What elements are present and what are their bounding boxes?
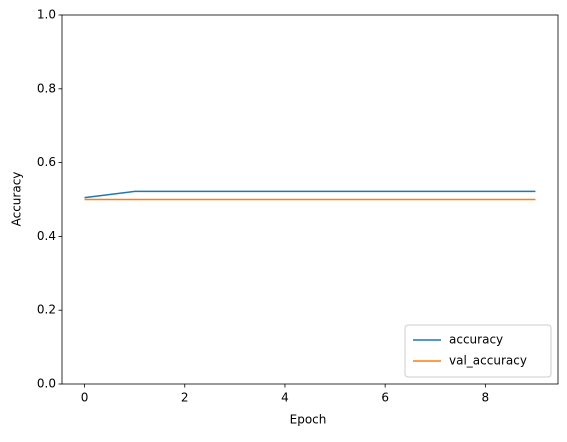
y-tick-label: 1.0	[37, 8, 56, 22]
x-tick-label: 8	[482, 391, 490, 405]
line-series	[84, 190, 536, 199]
y-tick-label: 0.6	[37, 155, 56, 169]
legend-box	[404, 324, 552, 378]
legend-label: accuracy	[449, 333, 503, 347]
legend-label: val_accuracy	[449, 354, 527, 368]
x-tick-label: 6	[381, 391, 389, 405]
y-tick-label: 0.0	[37, 377, 56, 391]
x-tick-label: 0	[81, 391, 89, 405]
y-tick-label: 0.2	[37, 303, 56, 317]
y-tick-label: 0.8	[37, 81, 56, 95]
x-tick-label: 2	[181, 391, 189, 405]
y-axis-label: Accuracy	[10, 172, 24, 227]
x-tick-label: 4	[281, 391, 289, 405]
axes-frame	[61, 14, 559, 385]
x-axis-label: Epoch	[290, 413, 327, 427]
y-tick-label: 0.4	[37, 229, 56, 243]
